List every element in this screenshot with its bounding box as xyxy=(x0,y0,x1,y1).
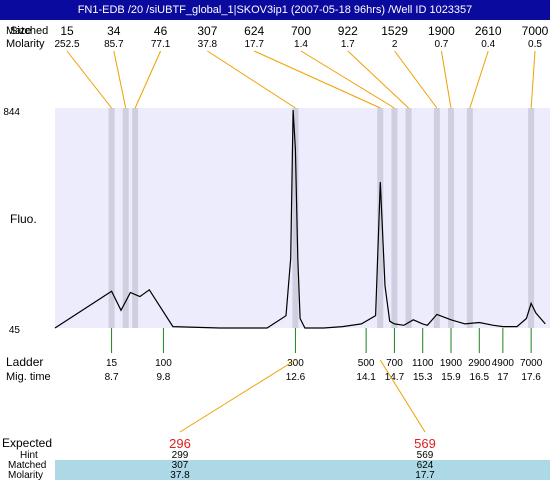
top-peak-size: 34 xyxy=(107,24,121,38)
top-connector-line xyxy=(440,50,452,109)
top-peak-size: 46 xyxy=(154,24,168,38)
top-peak-size: 1900 xyxy=(428,24,455,38)
molarity-value: 17.7 xyxy=(415,470,435,480)
peak-band xyxy=(466,108,473,328)
ladder-row-label: Ladder xyxy=(6,355,43,369)
ladder-size: 100 xyxy=(155,358,172,369)
molarity-value: 37.8 xyxy=(170,470,190,480)
top-peak-size: 7000 xyxy=(522,24,549,38)
electropherogram: Matched Size Molarity Fluo. Ladder Mig. … xyxy=(2,24,550,480)
peak-band xyxy=(122,108,129,328)
hint-value: 299 xyxy=(172,450,189,461)
window-title: FN1-EDB /20 /siUBTF_global_1|SKOV3ip1 (2… xyxy=(0,0,550,20)
mig-time-row-label: Mig. time xyxy=(6,371,51,383)
ladder-size: 1900 xyxy=(440,358,463,369)
top-connector-line xyxy=(394,50,438,109)
expected-row-label: Expected xyxy=(2,436,52,450)
ladder-mig-time: 16.5 xyxy=(470,372,490,383)
peak-band xyxy=(108,108,115,328)
ladder-mig-time: 15.3 xyxy=(413,372,433,383)
ladder-mig-time: 15.9 xyxy=(441,372,461,383)
ladder-size: 300 xyxy=(287,358,304,369)
ladder-mig-time: 17 xyxy=(497,372,509,383)
ladder-ticks: 15 8.7 100 9.8 300 12.6 500 14.1 700 14.7 1100 15.3… xyxy=(105,328,543,383)
matched-bottom-row-label: Matched xyxy=(8,460,46,471)
matched-row-bg xyxy=(55,460,550,470)
ladder-size: 700 xyxy=(386,358,403,369)
peak-band xyxy=(405,108,412,328)
matched-row-label: Matched xyxy=(6,25,48,37)
peak-band xyxy=(292,108,299,328)
expected-connector-line xyxy=(179,359,296,433)
y-max-label: 844 xyxy=(3,107,20,118)
top-peak-size: 307 xyxy=(197,24,217,38)
ladder-mig-time: 12.6 xyxy=(286,372,306,383)
top-peak-molarity: 17.7 xyxy=(244,39,264,50)
top-connectors xyxy=(66,50,536,109)
ladder-size: 500 xyxy=(358,358,375,369)
ladder-size: 2900 xyxy=(468,358,491,369)
top-peak-size: 1529 xyxy=(381,24,408,38)
top-connector-line xyxy=(134,50,162,109)
molarity-bottom-row-label: Molarity xyxy=(8,470,43,480)
ladder-mig-time: 14.1 xyxy=(356,372,376,383)
top-connector-line xyxy=(347,50,409,109)
peak-band xyxy=(528,108,535,328)
peak-bands xyxy=(108,108,535,328)
expected-connectors xyxy=(179,359,426,433)
y-min-label: 45 xyxy=(9,325,21,336)
ladder-size: 7000 xyxy=(520,358,543,369)
top-peak-molarity: 0.5 xyxy=(528,39,542,50)
hint-value: 569 xyxy=(417,450,434,461)
ladder-mig-time: 14.7 xyxy=(385,372,405,383)
top-connector-line xyxy=(530,50,536,109)
fluo-axis-label: Fluo. xyxy=(10,212,37,226)
top-connector-line xyxy=(253,50,381,109)
top-connector-line xyxy=(469,50,489,109)
top-peak-size: 922 xyxy=(338,24,358,38)
fluorescence-trace xyxy=(54,109,546,329)
hint-row-bg xyxy=(55,450,550,460)
top-peak-size: 2610 xyxy=(475,24,502,38)
ladder-mig-time: 9.8 xyxy=(156,372,170,383)
top-peak-molarity: 85.7 xyxy=(104,39,124,50)
top-peak-molarity: 2 xyxy=(392,39,398,50)
top-connector-line xyxy=(113,50,127,109)
molarity-row-label: Molarity xyxy=(6,38,45,50)
ladder-mig-time: 8.7 xyxy=(105,372,119,383)
hint-row-label: Hint xyxy=(20,450,38,461)
expected-value: 569 xyxy=(414,436,436,451)
ladder-size: 15 xyxy=(106,358,118,369)
top-peak-molarity: 1.4 xyxy=(294,39,308,50)
top-peak-size: 700 xyxy=(291,24,311,38)
peak-band xyxy=(132,108,139,328)
expected-connector-line xyxy=(379,359,426,433)
peak-band xyxy=(448,108,454,328)
ladder-size: 1100 xyxy=(412,358,434,369)
peak-band xyxy=(377,108,384,328)
top-peak-molarity: 252.5 xyxy=(54,39,79,50)
matched-value: 307 xyxy=(172,460,189,471)
ladder-size: 4900 xyxy=(492,358,515,369)
top-peak-molarity: 0.4 xyxy=(481,39,495,50)
top-peak-molarity: 0.7 xyxy=(434,39,448,50)
top-connector-line xyxy=(207,50,296,109)
peak-band xyxy=(433,108,440,328)
molarity-row-bg xyxy=(55,470,550,480)
top-peak-size: 624 xyxy=(244,24,264,38)
matched-value: 624 xyxy=(417,460,434,471)
ladder-mig-time: 17.6 xyxy=(521,372,541,383)
top-connector-line xyxy=(300,50,395,109)
top-peak-molarity: 1.7 xyxy=(341,39,355,50)
top-peak-molarity: 37.8 xyxy=(198,39,218,50)
expected-value: 296 xyxy=(169,436,191,451)
top-connector-line xyxy=(66,50,112,109)
peak-band xyxy=(391,108,398,328)
top-peak-molarity: 77.1 xyxy=(151,39,171,50)
size-row-label: Size xyxy=(10,25,31,37)
top-peak-size: 15 xyxy=(60,24,74,38)
